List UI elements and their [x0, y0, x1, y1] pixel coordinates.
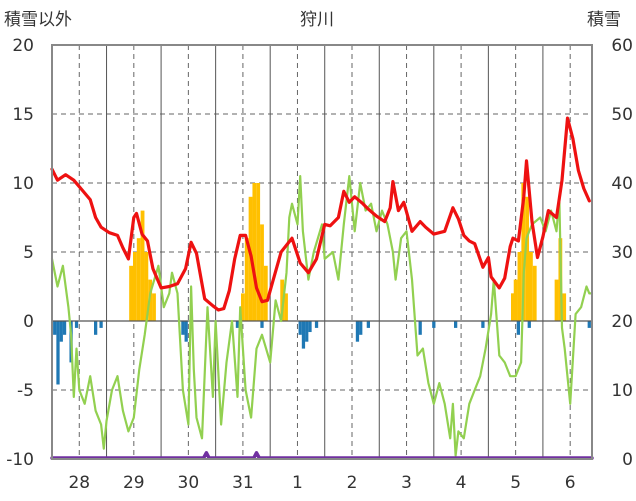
x-tick-label: 3: [401, 473, 412, 493]
bar: [263, 265, 268, 321]
bar: [562, 293, 567, 321]
bar: [133, 252, 137, 321]
bar: [136, 238, 141, 321]
purple-line-series: [50, 451, 594, 460]
left-tick-label: 0: [23, 312, 34, 332]
bar: [252, 183, 257, 321]
bar: [181, 321, 185, 335]
bar: [587, 321, 591, 328]
red-line-series: [50, 116, 591, 312]
right-tick-label: 50: [611, 105, 633, 125]
bar: [284, 293, 288, 321]
x-tick-label: 28: [68, 473, 90, 493]
bar: [140, 210, 145, 321]
bar: [532, 265, 537, 321]
right-tick-label: 20: [611, 312, 633, 332]
left-tick-label: -5: [17, 381, 34, 401]
x-tick-label: 1: [292, 473, 303, 493]
bar: [129, 265, 133, 321]
bar: [511, 293, 515, 321]
bar: [454, 321, 458, 328]
bar: [59, 321, 63, 342]
bar: [366, 321, 370, 328]
right-tick-label: 40: [611, 174, 633, 194]
x-tick-label: 6: [565, 473, 576, 493]
bar: [308, 321, 312, 333]
x-tick-label: 31: [232, 473, 254, 493]
bar: [280, 279, 285, 321]
right-axis-label: 積雪: [587, 10, 621, 30]
bar: [74, 321, 79, 328]
bar: [94, 321, 98, 335]
bar: [56, 321, 60, 385]
left-tick-label: 20: [12, 36, 34, 56]
x-tick-label: 4: [456, 473, 467, 493]
bar: [256, 183, 261, 321]
plot-frame: [51, 44, 593, 460]
bar: [314, 321, 319, 328]
right-tick-label: 30: [611, 243, 633, 263]
bar: [525, 196, 529, 321]
x-tick-label: 29: [123, 473, 145, 493]
right-tick-label: 60: [611, 36, 633, 56]
x-tick-label: 5: [510, 473, 521, 493]
x-tick-label: 2: [347, 473, 358, 493]
bar: [516, 321, 520, 335]
bar: [53, 321, 57, 335]
left-tick-label: -10: [6, 450, 34, 470]
left-tick-label: 10: [12, 174, 34, 194]
left-tick-label: 15: [12, 105, 34, 125]
bar: [305, 321, 309, 342]
bar: [241, 293, 245, 321]
bar: [152, 293, 156, 321]
bar: [513, 279, 518, 321]
bar: [418, 321, 422, 335]
bar: [99, 321, 103, 328]
bar: [432, 321, 436, 328]
bar: [235, 321, 240, 328]
x-tick-label: 30: [178, 473, 200, 493]
bar: [529, 252, 533, 321]
bar: [527, 321, 531, 328]
bar: [260, 224, 264, 321]
bar: [260, 321, 264, 328]
right-tick-label: 0: [622, 450, 633, 470]
bar: [481, 321, 485, 328]
chart-title: 狩川: [300, 10, 334, 30]
bar: [521, 183, 526, 321]
bar: [301, 321, 306, 349]
bar: [517, 252, 522, 321]
bar: [298, 321, 302, 335]
bar: [144, 252, 149, 321]
green-line-series: [50, 175, 594, 457]
bar: [244, 238, 249, 321]
bar: [184, 321, 188, 342]
left-axis-label: 積雪以外: [4, 10, 72, 30]
bar: [359, 321, 363, 335]
bar: [62, 321, 67, 335]
left-tick-label: 5: [23, 243, 34, 263]
bar: [554, 279, 559, 321]
right-tick-label: 10: [611, 381, 633, 401]
bar: [355, 321, 360, 342]
